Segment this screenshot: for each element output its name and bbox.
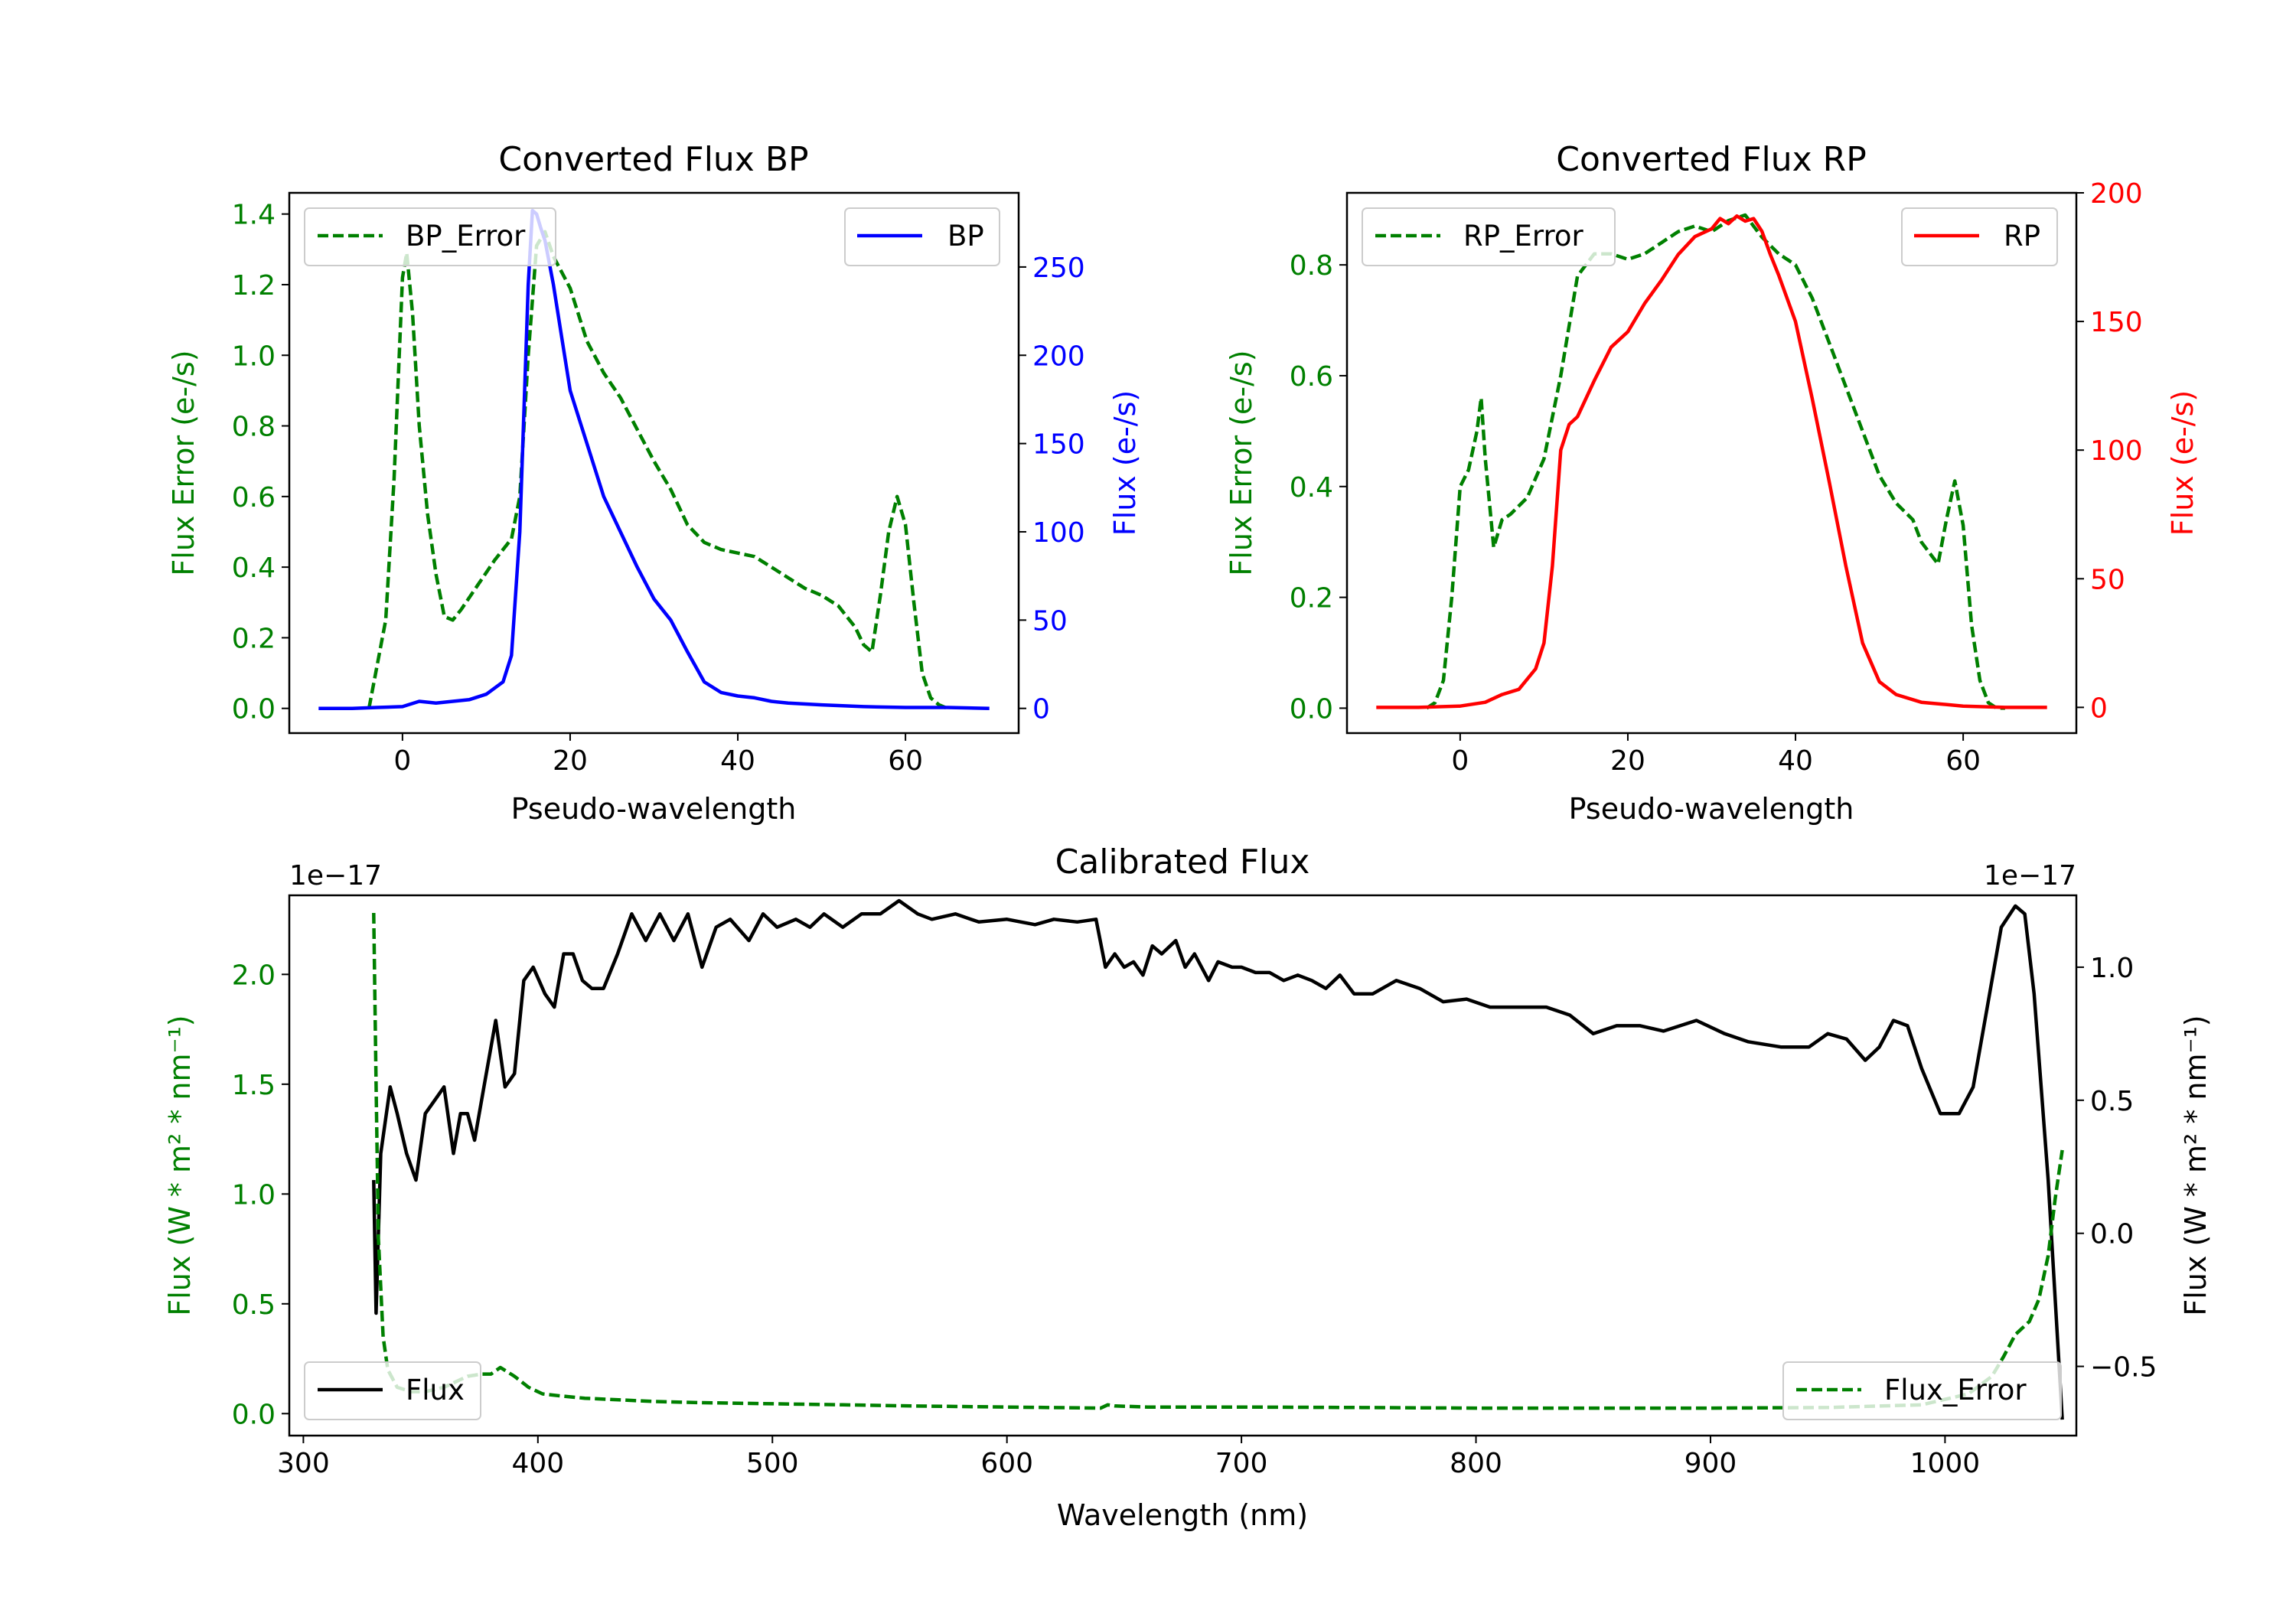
cal-ytick-left-label: 1.0 [232,1179,276,1211]
cal-ytick-left-label: 1.5 [232,1070,276,1101]
rp-xtick-label: 40 [1778,745,1813,777]
rp-ytick-left-label: 0.8 [1290,250,1333,282]
rp-ylabel-left: Flux Error (e-/s) [1225,350,1258,575]
cal-ytick-right-label: −0.5 [2090,1352,2157,1384]
cal-offset-right: 1e−17 [1984,860,2076,892]
bp-ytick-right-label: 100 [1032,517,1085,549]
rp-series-rp [1376,214,2047,709]
rp-ytick-left-label: 0.6 [1290,361,1333,393]
bp-ytick-right-label: 50 [1032,605,1068,637]
cal-ytick-right-label: 0.5 [2090,1086,2134,1117]
calibrated-panel: Calibrated Flux 1e−17 1e−17 300 400 500 600… [163,843,2213,1532]
rp-ytick-right-label: 50 [2090,564,2125,595]
rp-plot-frame [1345,191,2078,735]
rp-xtick-label: 20 [1610,745,1645,777]
cal-ytick-left-label: 0.0 [232,1399,276,1430]
cal-offset-left: 1e−17 [289,860,382,892]
bp-ytick-right-label: 150 [1032,429,1085,461]
rp-ytick-left-label: 0.4 [1290,472,1333,504]
rp-ylabel-right: Flux (e-/s) [2166,390,2200,536]
bp-legend-right: BP [844,207,1000,266]
bp-ytick-left-label: 0.2 [232,623,276,654]
bp-ytick-left-label: 0.8 [232,412,276,443]
cal-xtick-label: 900 [1684,1448,1737,1479]
rp-legend-left: RP_Error [1362,207,1616,266]
cal-legend-right-box [1782,1361,2062,1420]
cal-plot-frame [288,894,2078,1437]
bp-ytick-right-label: 200 [1032,341,1085,372]
rp-lines [1376,213,2047,710]
bp-ytick-left-label: 1.4 [232,200,276,231]
rp-title: Converted Flux RP [1556,140,1867,179]
bp-ytick-left-label: 1.0 [232,341,276,372]
cal-ylabel-left: Flux (W * m² * nm⁻¹) [163,1015,197,1315]
rp-axes: 0 20 40 60 0.0 0.2 0.4 0.6 0.8 0 50 100 150 200 [1290,178,2143,777]
rp-panel: Converted Flux RP 0 20 40 60 0.0 0.2 0.4 0.6 0.8… [1225,140,2200,826]
bp-lines [318,208,990,710]
rp-legend-left-box [1362,207,1616,266]
bp-ytick-left-label: 0.4 [232,553,276,584]
bp-legend-right-label: BP [947,220,984,253]
bp-xtick-label: 40 [720,745,755,777]
cal-xtick-label: 600 [980,1448,1033,1479]
cal-legend-left: Flux [304,1361,481,1420]
rp-legend-right: RP [1901,207,2058,266]
bp-ytick-right-label: 0 [1032,694,1050,725]
cal-xtick-label: 500 [746,1448,799,1479]
cal-xtick-label: 300 [277,1448,330,1479]
bp-ylabel-left: Flux Error (e-/s) [167,350,201,575]
bp-xtick-label: 60 [888,745,923,777]
cal-xtick-label: 1000 [1910,1448,1981,1479]
cal-series-flux-error [372,912,2064,1410]
rp-ytick-left-label: 0.2 [1290,583,1333,614]
cal-xlabel: Wavelength (nm) [1057,1498,1308,1532]
bp-series-bp-error [367,230,948,710]
cal-ytick-left-label: 2.0 [232,960,276,991]
bp-legend-left: BP_Error [304,207,556,266]
rp-legend-right-label: RP [2004,220,2040,253]
rp-xtick-label: 60 [1945,745,1981,777]
rp-legend-right-box [1901,207,2058,266]
bp-ytick-right-label: 250 [1032,253,1085,284]
bp-legend-left-box [304,207,556,266]
cal-ylabel-right: Flux (W * m² * nm⁻¹) [2179,1015,2213,1315]
rp-xtick-label: 0 [1451,745,1469,777]
bp-ytick-left-label: 0.6 [232,482,276,513]
rp-ytick-right-label: 100 [2090,435,2143,467]
bp-xtick-label: 20 [553,745,588,777]
rp-legend-left-label: RP_Error [1463,220,1583,253]
rp-ytick-left-label: 0.0 [1290,693,1333,725]
rp-xlabel: Pseudo-wavelength [1569,792,1854,826]
rp-series-rp-error [1425,213,2005,710]
cal-legend-left-label: Flux [406,1374,465,1407]
cal-title: Calibrated Flux [1055,843,1310,882]
cal-xtick-label: 800 [1450,1448,1502,1479]
cal-legend-right-label: Flux_Error [1884,1374,2027,1407]
cal-lines [372,898,2064,1420]
bp-xtick-label: 0 [393,745,411,777]
bp-axes: 0 20 40 60 0.0 0.2 0.4 0.6 0.8 1.0 1.2 1.4 0 50 100 150… [232,200,1085,777]
cal-xtick-label: 700 [1215,1448,1268,1479]
bp-panel: Converted Flux BP 0 20 40 60 0.0 0.2 0.4 0.6 0.8… [167,140,1142,826]
bp-legend-left-label: BP_Error [406,220,526,253]
cal-legend-left-box [304,1361,481,1420]
rp-ytick-right-label: 200 [2090,178,2143,210]
rp-ytick-right-label: 150 [2090,307,2143,338]
cal-xtick-label: 400 [511,1448,564,1479]
cal-ytick-right-label: 0.0 [2090,1219,2134,1250]
cal-series-flux [372,898,2064,1420]
bp-series-bp [318,208,990,710]
rp-ytick-right-label: 0 [2090,693,2108,724]
bp-ytick-left-label: 1.2 [232,270,276,302]
bp-ylabel-right: Flux (e-/s) [1108,390,1142,536]
cal-ytick-right-label: 1.0 [2090,953,2134,984]
bp-xlabel: Pseudo-wavelength [511,792,797,826]
cal-ytick-left-label: 0.5 [232,1289,276,1321]
bp-ytick-left-label: 0.0 [232,694,276,725]
cal-legend-right: Flux_Error [1782,1361,2062,1420]
cal-axes: 300 400 500 600 700 800 900 1000 0.0 0.5 1.0 1.5 2.0… [232,953,2157,1479]
bp-title: Converted Flux BP [498,140,808,179]
bp-plot-frame [288,191,1020,735]
